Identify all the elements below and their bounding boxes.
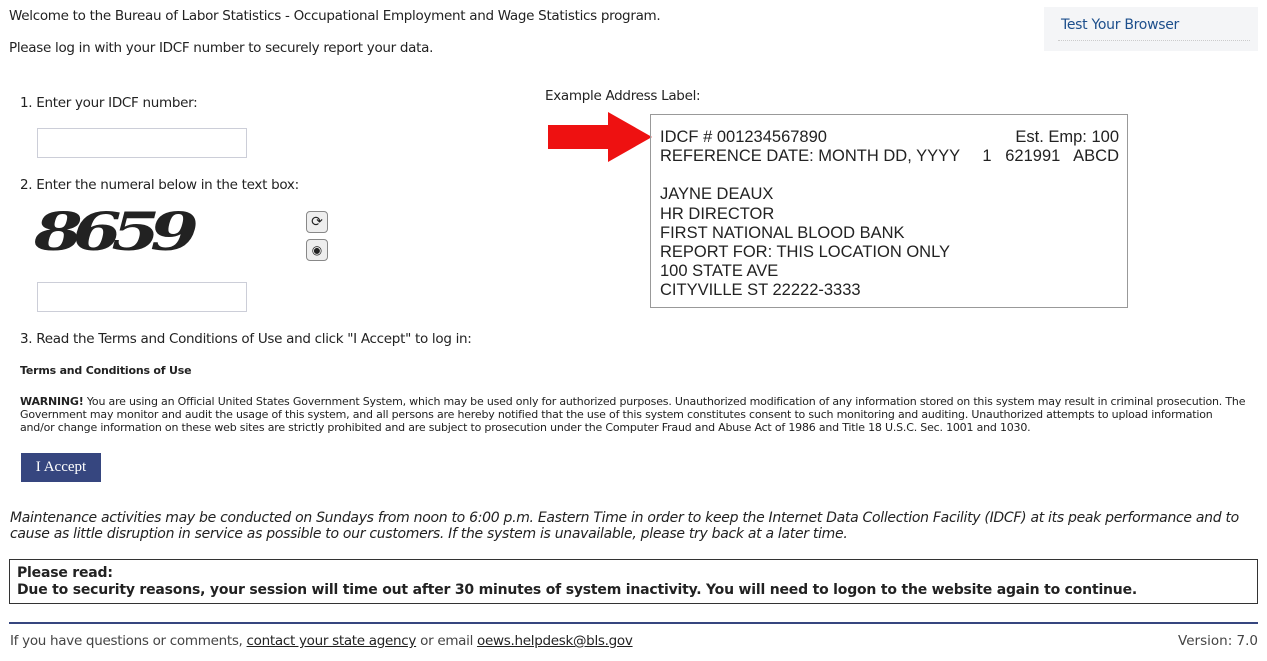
test-browser-link[interactable]: Test Your Browser <box>1061 17 1179 33</box>
step3-label: 3. Read the Terms and Conditions of Use … <box>20 331 472 347</box>
captcha-image: 8659 <box>34 200 199 263</box>
contact-state-agency-link[interactable]: contact your state agency <box>246 633 417 649</box>
example-label-caption: Example Address Label: <box>545 88 701 104</box>
label-emp: Est. Emp: 100 <box>1015 128 1119 146</box>
idcf-number-input[interactable] <box>37 128 247 158</box>
warning-label: WARNING! <box>20 395 84 408</box>
label-line: HR DIRECTOR <box>660 204 775 223</box>
version-text: Version: 7.0 <box>1178 633 1258 649</box>
label-ref-codes: 1 621991 ABCD <box>982 147 1119 166</box>
notice-title: Please read: <box>17 565 113 581</box>
session-timeout-notice: Please read: Due to security reasons, you… <box>9 559 1258 604</box>
accept-button[interactable]: I Accept <box>21 453 101 482</box>
helpdesk-email-link[interactable]: oews.helpdesk@bls.gov <box>477 633 633 649</box>
welcome-text: Welcome to the Bureau of Labor Statistic… <box>9 8 661 24</box>
terms-title: Terms and Conditions of Use <box>20 364 192 377</box>
test-browser-panel: Test Your Browser <box>1044 7 1258 51</box>
label-line: REPORT FOR: THIS LOCATION ONLY <box>660 243 951 262</box>
label-ref-date: REFERENCE DATE: MONTH DD, YYYY <box>660 147 961 166</box>
step2-label: 2. Enter the numeral below in the text b… <box>20 177 299 193</box>
example-address-label: IDCF # 001234567890 Est. Emp: 100 REFEREN… <box>650 114 1128 308</box>
label-line: 100 STATE AVE <box>660 262 779 281</box>
divider <box>1058 40 1250 41</box>
maintenance-notice: Maintenance activities may be conducted … <box>10 510 1239 542</box>
label-line: JAYNE DEAUX <box>660 185 774 204</box>
warning-text: You are using an Official United States … <box>20 395 1246 434</box>
label-line: FIRST NATIONAL BLOOD BANK <box>660 223 905 242</box>
footer-mid: or email <box>416 633 478 649</box>
label-idcf: IDCF # 001234567890 <box>660 128 827 146</box>
label-line: CITYVILLE ST 22222-3333 <box>660 281 861 300</box>
refresh-captcha-icon[interactable]: ⟳ <box>306 211 328 233</box>
red-arrow-icon <box>548 112 652 162</box>
audio-captcha-icon[interactable]: ◉ <box>306 239 328 261</box>
captcha-input[interactable] <box>37 282 247 312</box>
notice-text: Due to security reasons, your session wi… <box>17 582 1137 598</box>
footer-text: If you have questions or comments, conta… <box>10 633 633 649</box>
footer-pre: If you have questions or comments, <box>10 633 247 649</box>
login-instruction: Please log in with your IDCF number to s… <box>9 40 434 56</box>
terms-warning: WARNING! You are using an Official Unite… <box>20 395 1250 434</box>
step1-label: 1. Enter your IDCF number: <box>20 95 198 111</box>
footer-divider <box>9 622 1258 624</box>
